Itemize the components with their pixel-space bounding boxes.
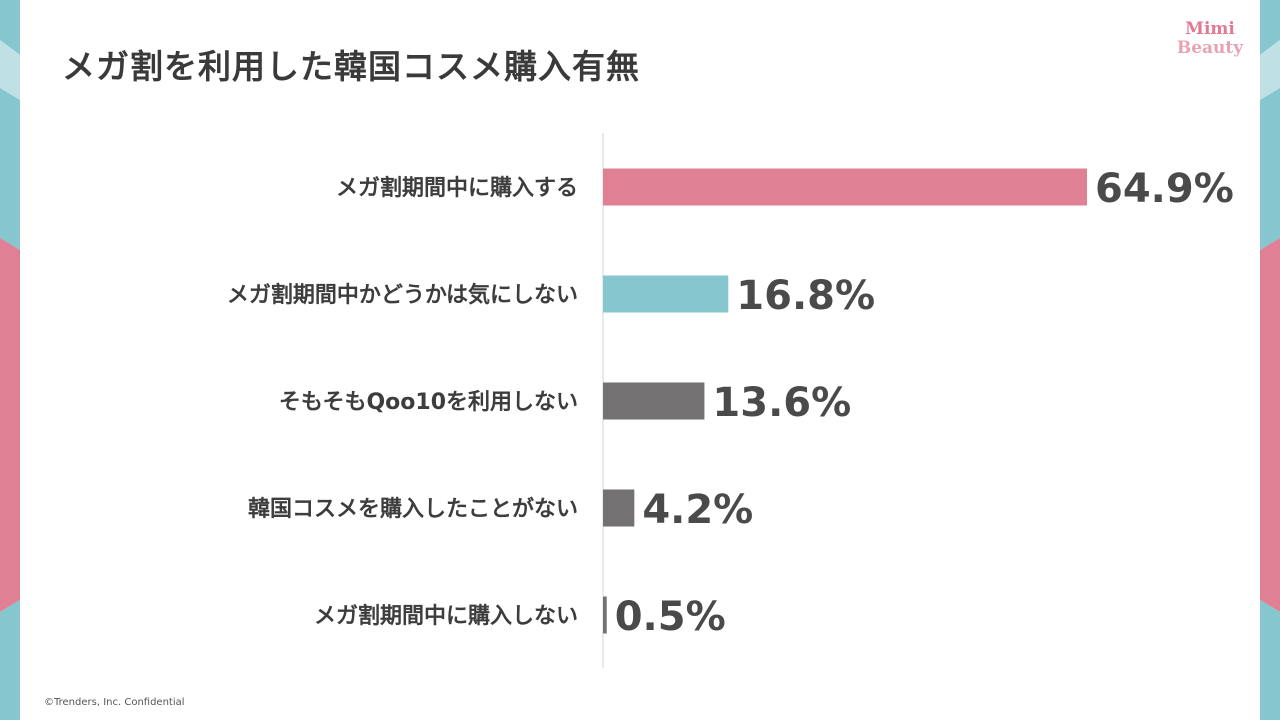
right-decorative-stripe — [1260, 0, 1280, 720]
logo-line-beauty: Beauty — [1176, 38, 1244, 58]
value-label: 64.9% — [1095, 166, 1234, 212]
bar — [603, 489, 635, 527]
category-label: メガ割期間中に購入する — [336, 175, 578, 201]
category-label: 韓国コスメを購入したことがない — [248, 496, 578, 522]
mimi-beauty-logo: Mimi Beauty — [1172, 20, 1248, 58]
category-label: メガ割期間中に購入しない — [314, 603, 578, 629]
value-label: 0.5% — [615, 594, 726, 640]
bar — [603, 168, 1087, 206]
copyright-footer: ©Trenders, Inc. Confidential — [44, 697, 185, 708]
category-label: メガ割期間中かどうかは気にしない — [227, 282, 578, 308]
value-label: 4.2% — [642, 487, 753, 533]
value-label: 16.8% — [736, 273, 875, 319]
left-decorative-stripe — [0, 0, 20, 720]
bar — [603, 275, 729, 313]
bar — [603, 596, 607, 634]
bar — [603, 382, 705, 420]
value-label: 13.6% — [712, 380, 851, 426]
page-title: メガ割を利用した韓国コスメ購入有無 — [62, 47, 640, 86]
logo-line-mimi: Mimi — [1185, 19, 1235, 39]
category-label: そもそもQoo10を利用しない — [279, 390, 578, 415]
